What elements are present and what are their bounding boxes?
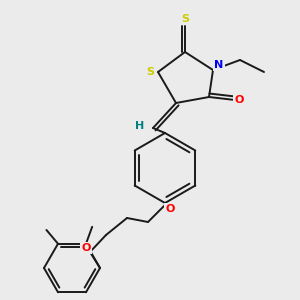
Text: O: O [165, 204, 175, 214]
Text: H: H [135, 121, 145, 131]
Text: O: O [81, 243, 91, 253]
Text: S: S [181, 14, 189, 24]
Text: S: S [146, 67, 154, 77]
Text: N: N [214, 60, 224, 70]
Text: O: O [234, 95, 244, 105]
